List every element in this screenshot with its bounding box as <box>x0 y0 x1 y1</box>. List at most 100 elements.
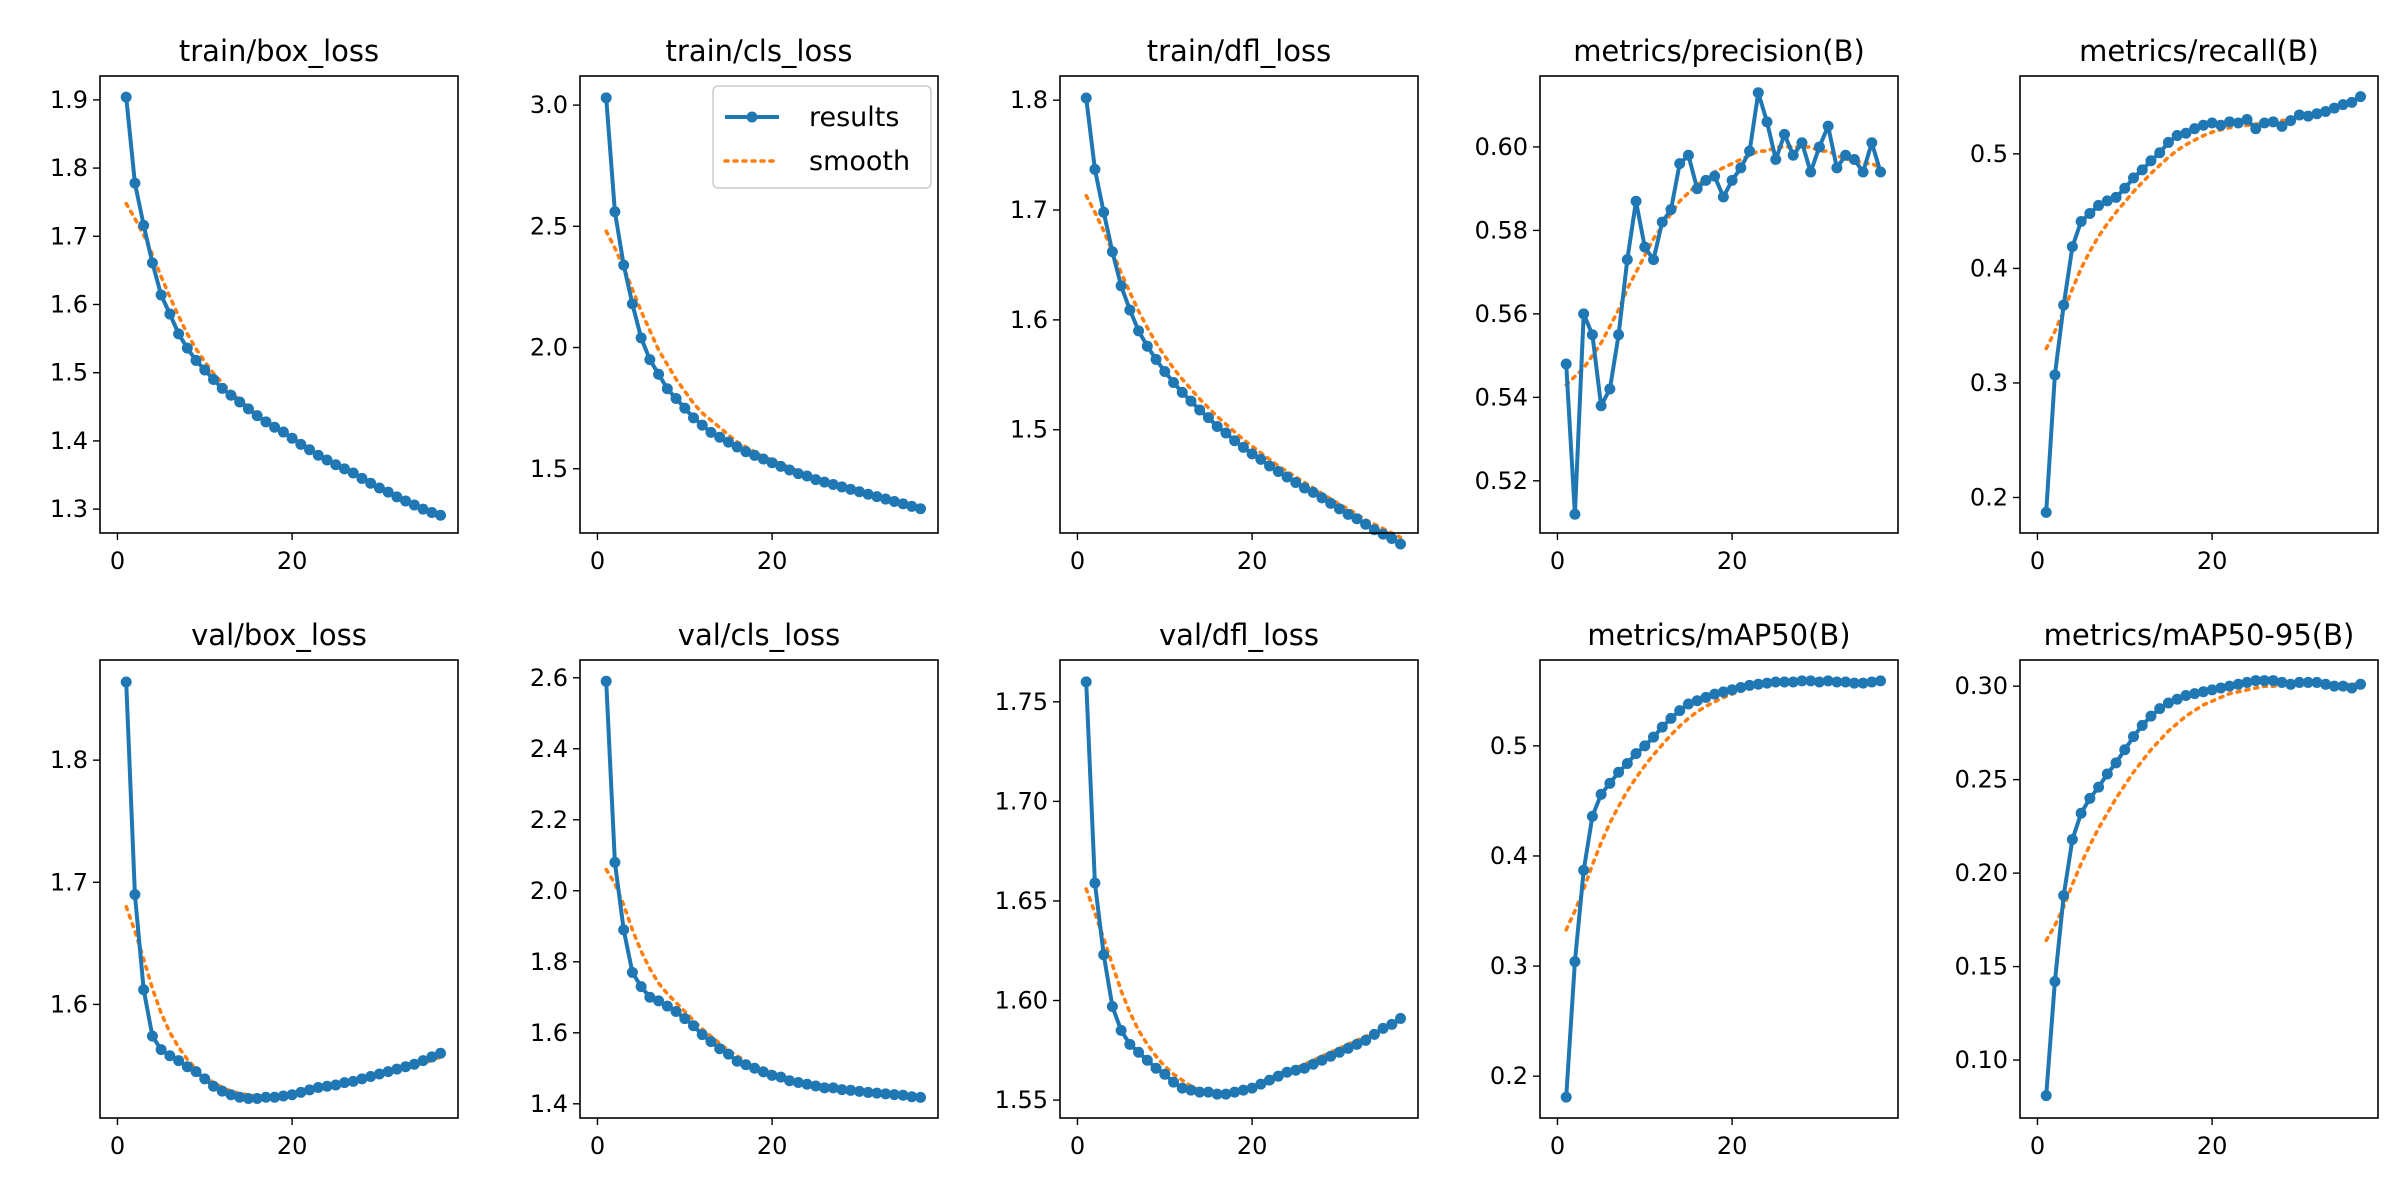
results-point <box>2136 719 2148 731</box>
results-point <box>2320 106 2332 118</box>
results-point <box>251 1092 263 1104</box>
results-point <box>1150 1062 1162 1074</box>
results-point <box>1875 166 1887 178</box>
results-point <box>1115 280 1127 292</box>
results-point <box>1875 675 1887 687</box>
results-point <box>2162 697 2174 709</box>
x-tick-label: 20 <box>757 1132 788 1160</box>
results-point <box>1080 92 1092 104</box>
results-point <box>1264 460 1276 472</box>
chart-title: metrics/mAP50-95(B) <box>2044 618 2355 652</box>
smooth-series-line <box>1084 193 1403 540</box>
results-point <box>1735 682 1747 694</box>
results-point <box>1717 191 1729 203</box>
results-point <box>1560 1091 1572 1103</box>
y-tick-label: 1.5 <box>530 455 568 483</box>
results-point <box>2084 207 2096 219</box>
smooth-series-line <box>604 229 923 510</box>
results-point <box>766 1069 778 1081</box>
results-point <box>1185 395 1197 407</box>
results-point <box>1648 731 1660 743</box>
legend-results-marker <box>746 111 758 123</box>
results-point <box>801 470 813 482</box>
results-point <box>1141 1054 1153 1066</box>
results-point <box>644 991 656 1003</box>
results-point <box>304 444 316 456</box>
results-point <box>1176 386 1188 398</box>
results-point <box>906 1091 918 1103</box>
results-point <box>853 486 865 498</box>
results-point <box>609 206 621 218</box>
results-point <box>330 459 342 471</box>
results-point <box>2110 191 2122 203</box>
x-tick-label: 20 <box>277 1132 308 1160</box>
results-point <box>2241 676 2253 688</box>
results-point <box>2215 119 2227 131</box>
results-point <box>1630 195 1642 207</box>
results-point <box>208 1080 220 1092</box>
results-point <box>1281 471 1293 483</box>
y-tick-label: 1.9 <box>50 86 88 114</box>
results-point <box>1395 1012 1407 1024</box>
results-point <box>1621 757 1633 769</box>
results-point <box>1202 1086 1214 1098</box>
results-point <box>1831 162 1843 174</box>
y-tick-label: 1.4 <box>530 1090 568 1118</box>
results-point <box>1141 340 1153 352</box>
results-point <box>1857 677 1869 689</box>
results-point <box>2267 675 2279 687</box>
results-point <box>2066 833 2078 845</box>
chart-panel: metrics/precision(B) 0.52 0.54 0.56 0.58 0.60… <box>1475 34 1899 575</box>
y-tick-label: 1.8 <box>50 746 88 774</box>
results-point <box>2232 678 2244 690</box>
results-point <box>1578 308 1590 320</box>
results-point <box>1744 145 1756 157</box>
results-point <box>1665 204 1677 216</box>
y-tick-label: 1.6 <box>1010 306 1048 334</box>
results-point <box>1674 158 1686 170</box>
results-point <box>1316 492 1328 504</box>
results-point <box>190 1066 202 1078</box>
results-point <box>1386 1018 1398 1030</box>
y-tick-label: 1.7 <box>1010 196 1048 224</box>
y-tick-label: 0.56 <box>1475 300 1528 328</box>
y-tick-label: 0.4 <box>1970 254 2008 282</box>
results-point <box>1237 1084 1249 1096</box>
results-point <box>757 1066 769 1078</box>
results-point <box>1813 676 1825 688</box>
results-point <box>1115 1024 1127 1036</box>
x-tick-label: 20 <box>757 547 788 575</box>
results-point <box>827 479 839 491</box>
results-point <box>871 1087 883 1099</box>
results-point <box>722 436 734 448</box>
chart-panel: train/box_loss 1.3 1.4 1.5 1.6 1.7 1.8 1.9 0 20 <box>50 34 459 575</box>
results-point <box>1604 777 1616 789</box>
y-tick-label: 0.3 <box>1970 369 2008 397</box>
results-point <box>356 1073 368 1085</box>
y-tick-label: 3.0 <box>530 91 568 119</box>
results-point <box>2058 890 2070 902</box>
results-point <box>2320 678 2332 690</box>
results-point <box>2049 976 2061 988</box>
results-point <box>1595 400 1607 412</box>
results-point <box>120 676 132 688</box>
results-point <box>609 856 621 868</box>
results-point <box>1613 329 1625 341</box>
axes-frame <box>99 659 459 1119</box>
results-series-line <box>604 681 921 1100</box>
results-point <box>670 392 682 404</box>
results-point <box>897 498 909 510</box>
x-tick-label: 0 <box>1550 1132 1565 1160</box>
x-tick-label: 0 <box>1070 1132 1085 1160</box>
results-point <box>1700 174 1712 186</box>
results-point <box>1752 87 1764 99</box>
chart-panel: val/dfl_loss 1.55 1.60 1.65 1.70 1.75 0 20 <box>995 618 1419 1160</box>
results-point <box>1194 404 1206 416</box>
results-point <box>2171 130 2183 142</box>
x-tick-label: 20 <box>2197 1132 2228 1160</box>
y-tick-label: 0.58 <box>1475 216 1528 244</box>
results-point <box>2110 757 2122 769</box>
results-point <box>1185 1084 1197 1096</box>
axes-frame <box>579 75 939 534</box>
results-point <box>1159 366 1171 378</box>
